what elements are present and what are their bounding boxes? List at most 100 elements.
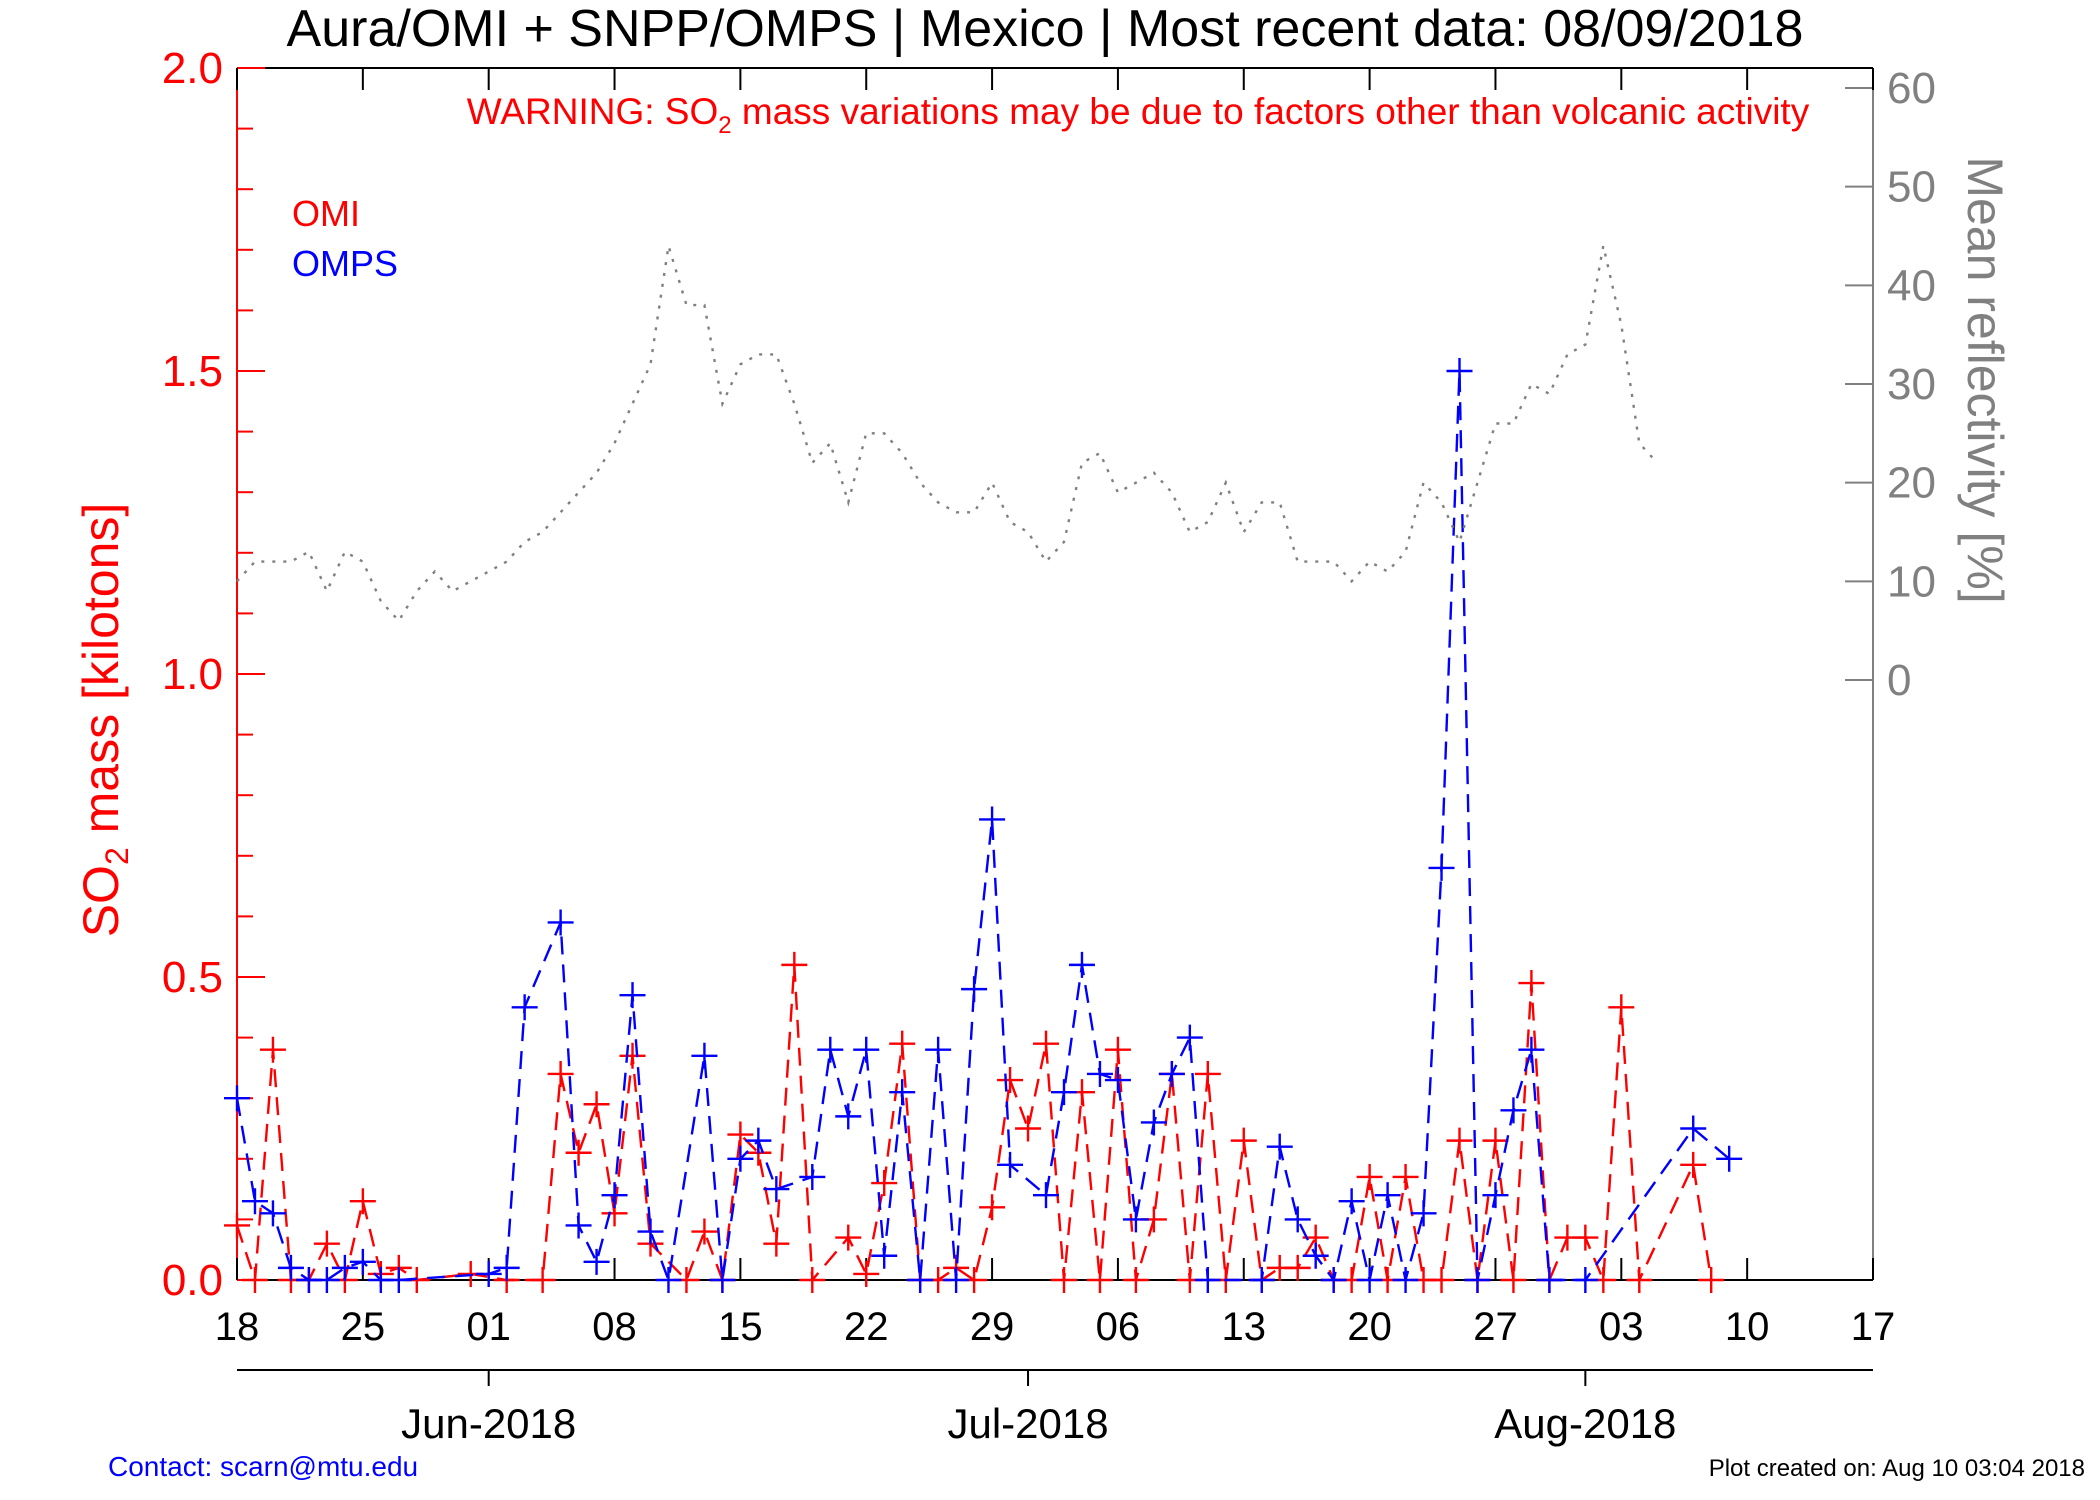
data-point-omps [889,1079,916,1106]
month-label: Jun-2018 [401,1400,576,1447]
data-point-omps [493,1254,520,1281]
chart-title: Aura/OMI + SNPP/OMPS | Mexico | Most rec… [287,0,1804,58]
data-point-omi [1626,1267,1653,1293]
data-point-omps [331,1254,358,1281]
data-point-omps [1680,1115,1707,1142]
y2-tick-label: 20 [1887,459,1936,508]
x-tick-label: 20 [1347,1305,1392,1349]
data-point-omps [979,806,1006,833]
data-point-omps [961,976,988,1003]
y-tick-label: 2.0 [162,44,223,93]
data-point-omi [1230,1127,1257,1154]
x-tick-label: 06 [1096,1305,1141,1349]
y-tick-label: 0.5 [162,953,223,1002]
data-point-omi [1194,1060,1221,1087]
series-line-omps [235,370,1730,1285]
data-point-omps [691,1042,718,1069]
data-point-omps [1536,1267,1563,1293]
data-point-omps [583,1248,610,1275]
data-point-omi [1518,970,1545,997]
y-axis-label: SO2 mass [kilotons] [73,503,135,938]
data-point-omps [619,982,646,1009]
data-point-omps [1068,951,1095,978]
x-tick-label: 25 [341,1305,386,1349]
data-point-omps [637,1218,664,1245]
data-point-omps [727,1145,754,1172]
y2-tick-label: 0 [1887,656,1911,705]
data-point-omi [529,1267,556,1293]
data-point-omi [1392,1163,1419,1190]
x-tick-label: 10 [1725,1305,1770,1349]
data-point-omps [1104,1067,1131,1094]
data-point-omps [1572,1267,1599,1293]
data-point-omps [1086,1060,1113,1087]
data-point-omps [1410,1200,1437,1227]
data-point-omi [1033,1030,1060,1057]
data-point-omps [1248,1267,1275,1293]
data-point-omps [385,1267,412,1293]
data-point-omi [583,1091,610,1118]
data-point-omi [619,1042,646,1069]
data-point-omi [349,1188,376,1215]
data-point-omi [799,1267,826,1293]
month-label: Aug-2018 [1494,1400,1676,1447]
data-point-omps [313,1267,340,1293]
data-point-omps [1338,1188,1365,1215]
data-point-omps [1500,1097,1527,1124]
legend-omi: OMI [292,193,360,234]
data-point-omi [1284,1254,1311,1281]
data-point-omps [655,1267,682,1293]
series-line-omi [235,964,1713,1284]
data-point-omps [1518,1036,1545,1063]
data-point-omi [1698,1267,1725,1293]
data-point-omps [224,1085,250,1112]
data-point-omi [727,1121,754,1148]
data-point-omps [511,994,538,1021]
data-point-omps [1033,1182,1060,1209]
data-point-omps [1464,1267,1491,1293]
data-point-omps [1284,1206,1311,1233]
data-point-omps [1266,1133,1293,1160]
x-tick-label: 01 [466,1305,511,1349]
y2-tick-label: 40 [1887,261,1936,310]
data-point-omps [1428,854,1455,881]
data-point-omps [745,1127,772,1154]
data-point-omps [1050,1079,1077,1106]
data-point-omi [1428,1267,1455,1293]
y-tick-label: 0.0 [162,1256,223,1305]
data-point-omps [1140,1109,1167,1136]
data-point-omi [224,1212,250,1239]
data-point-omps [1716,1145,1743,1172]
data-point-omps [907,1267,934,1293]
data-point-omi [241,1267,268,1293]
x-tick-label: 15 [718,1305,763,1349]
data-point-omps [1122,1206,1149,1233]
data-point-omps [997,1151,1024,1178]
y2-tick-label: 10 [1887,557,1936,606]
data-point-omi [1086,1267,1113,1293]
x-tick-label: 08 [592,1305,637,1349]
data-point-omi [979,1194,1006,1221]
warning-text: WARNING: SO2 mass variations may be due … [467,91,1810,139]
data-point-omps [1302,1242,1329,1269]
data-point-omi [259,1036,286,1063]
data-point-omi [1482,1127,1509,1154]
month-label: Jul-2018 [947,1400,1108,1447]
data-point-omps [349,1248,376,1275]
data-point-omi [871,1170,898,1197]
x-tick-label: 22 [844,1305,889,1349]
data-point-omi [1015,1115,1042,1142]
x-tick-label: 13 [1222,1305,1267,1349]
data-point-omi [1356,1163,1383,1190]
data-point-omi [889,1030,916,1057]
data-point-omps [277,1254,304,1281]
data-point-omps [853,1036,880,1063]
data-point-omi [1500,1267,1527,1293]
x-tick-label: 18 [215,1305,260,1349]
data-point-omps [1158,1060,1185,1087]
data-point-omps [259,1200,286,1227]
data-point-omps [1176,1024,1203,1051]
data-point-omi [1572,1224,1599,1251]
y2-axis-label: Mean reflectivity [%] [1957,156,2013,603]
data-point-omps [817,1036,844,1063]
